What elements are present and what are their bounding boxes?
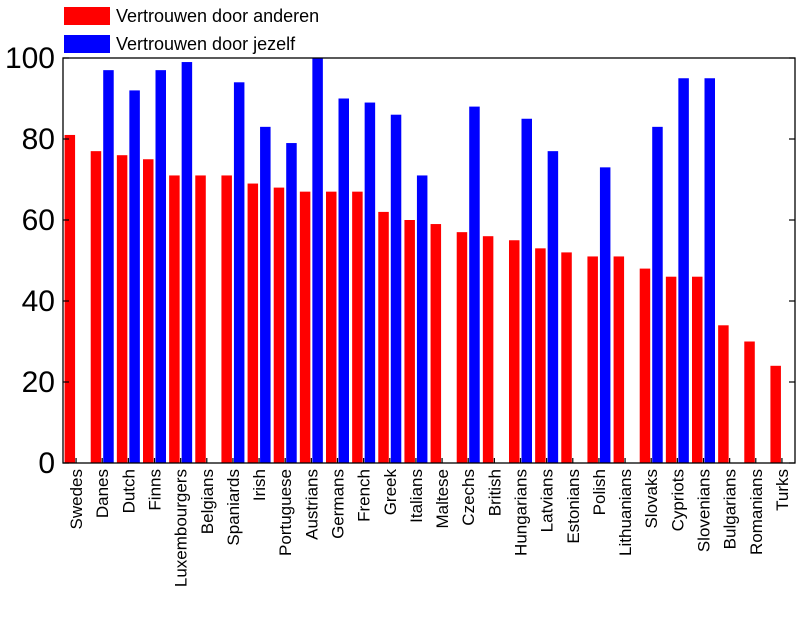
x-tick-label-hungarians: Hungarians	[512, 469, 531, 556]
bar-anderen-irish	[247, 183, 259, 464]
x-tick-label-finns: Finns	[146, 469, 165, 511]
y-tick-label: 100	[5, 42, 55, 75]
bar-jezelf-latvians	[547, 151, 559, 463]
bar-jezelf-czechs	[469, 106, 480, 463]
bar-jezelf-danes	[103, 70, 114, 464]
y-tick-label: 60	[22, 204, 55, 237]
bar-jezelf-austrians	[312, 58, 323, 463]
bar-anderen-finns	[143, 159, 154, 463]
x-tick-label-italians: Italians	[407, 469, 426, 523]
x-tick-label-slovenians: Slovenians	[695, 469, 714, 552]
bar-jezelf-hungarians	[521, 118, 532, 463]
bar-anderen-italians	[404, 220, 415, 463]
x-tick-label-lithuanians: Lithuanians	[616, 469, 635, 556]
x-tick-label-romanians: Romanians	[747, 469, 766, 555]
bar-anderen-maltese	[430, 224, 442, 463]
x-tick-label-danes: Danes	[93, 469, 112, 518]
x-tick-label-french: French	[355, 469, 374, 522]
bar-anderen-greek	[378, 211, 389, 463]
bar-anderen-french	[352, 191, 363, 463]
x-tick-label-greek: Greek	[381, 469, 400, 516]
bar-anderen-dutch	[116, 155, 128, 463]
x-tick-label-cypriots: Cypriots	[668, 469, 687, 531]
x-tick-label-belgians: Belgians	[198, 469, 217, 534]
bar-anderen-belgians	[195, 175, 206, 463]
x-tick-label-british: British	[485, 469, 504, 516]
x-tick-label-czechs: Czechs	[459, 469, 478, 526]
bar-anderen-spaniards	[221, 175, 232, 463]
x-tick-label-turks: Turks	[773, 469, 792, 511]
bar-jezelf-portuguese	[286, 143, 297, 464]
x-tick-label-portuguese: Portuguese	[276, 469, 295, 556]
x-tick-label-luxembourgers: Luxembourgers	[172, 469, 191, 587]
x-tick-label-estonians: Estonians	[564, 469, 583, 544]
x-tick-labels: Swedes Danes Dutch Finns Luxembourgers Belgia…	[67, 469, 792, 588]
x-tick-label-bulgarians: Bulgarians	[721, 469, 740, 549]
bar-anderen-romanians	[744, 341, 755, 463]
bar-jezelf-slovenians	[704, 78, 715, 463]
bar-jezelf-germans	[338, 98, 349, 463]
bar-anderen-czechs	[456, 232, 468, 463]
legend-label: Vertrouwen door anderen	[116, 5, 320, 26]
bar-anderen-slovenians	[692, 276, 703, 463]
x-tick-label-polish: Polish	[590, 469, 609, 515]
bar-anderen-swedes	[64, 134, 76, 463]
x-tick-label-swedes: Swedes	[67, 469, 86, 529]
bars-group	[64, 58, 781, 464]
y-tick-label: 0	[38, 447, 55, 480]
bar-anderen-germans	[326, 191, 337, 463]
y-tick-labels: 0 20 40 60 80 100	[5, 42, 55, 480]
bar-anderen-austrians	[299, 191, 311, 463]
bar-anderen-hungarians	[509, 240, 520, 463]
legend-item-series-2: Vertrouwen door jezelf	[64, 32, 319, 56]
bar-anderen-polish	[587, 256, 598, 463]
y-tick-label: 20	[22, 366, 55, 399]
axes-group	[62, 57, 796, 464]
bar-jezelf-luxembourgers	[181, 62, 193, 464]
bar-jezelf-italians	[416, 175, 428, 463]
bar-anderen-slovaks	[639, 268, 651, 463]
bar-anderen-portuguese	[273, 187, 285, 463]
bar-anderen-lithuanians	[613, 256, 625, 463]
bar-anderen-turks	[770, 365, 781, 463]
bar-anderen-bulgarians	[718, 325, 729, 463]
x-tick-label-maltese: Maltese	[433, 469, 452, 529]
x-tick-label-slovaks: Slovaks	[642, 469, 661, 529]
bar-jezelf-spaniards	[233, 82, 245, 464]
y-tick-label: 80	[22, 123, 55, 156]
y-tick-label: 40	[22, 285, 55, 318]
bar-jezelf-dutch	[129, 90, 140, 464]
x-tick-label-austrians: Austrians	[302, 469, 321, 540]
bar-jezelf-greek	[390, 114, 402, 463]
x-tick-label-spaniards: Spaniards	[224, 469, 243, 546]
legend-item-series-1: Vertrouwen door anderen	[64, 4, 319, 28]
bar-anderen-danes	[90, 151, 102, 463]
bar-anderen-estonians	[561, 252, 572, 463]
x-tick-label-germans: Germans	[329, 469, 348, 539]
bar-jezelf-finns	[155, 70, 166, 464]
bar-jezelf-cypriots	[678, 78, 689, 463]
bar-jezelf-french	[364, 102, 376, 464]
legend-label: Vertrouwen door jezelf	[116, 33, 296, 54]
bar-jezelf-polish	[599, 167, 611, 463]
bar-anderen-latvians	[535, 248, 546, 463]
x-tick-label-latvians: Latvians	[538, 469, 557, 532]
x-tick-label-irish: Irish	[250, 469, 269, 501]
bar-jezelf-slovaks	[652, 126, 663, 463]
x-tick-label-dutch: Dutch	[119, 469, 138, 513]
legend: Vertrouwen door anderen Vertrouwen door …	[64, 4, 319, 60]
legend-swatch-blue	[64, 35, 110, 53]
legend-swatch-red	[64, 7, 110, 25]
plot-frame	[62, 57, 796, 464]
bar-anderen-luxembourgers	[169, 175, 180, 463]
bar-anderen-cypriots	[665, 276, 677, 463]
bar-anderen-british	[482, 236, 494, 463]
bar-jezelf-irish	[260, 126, 271, 463]
